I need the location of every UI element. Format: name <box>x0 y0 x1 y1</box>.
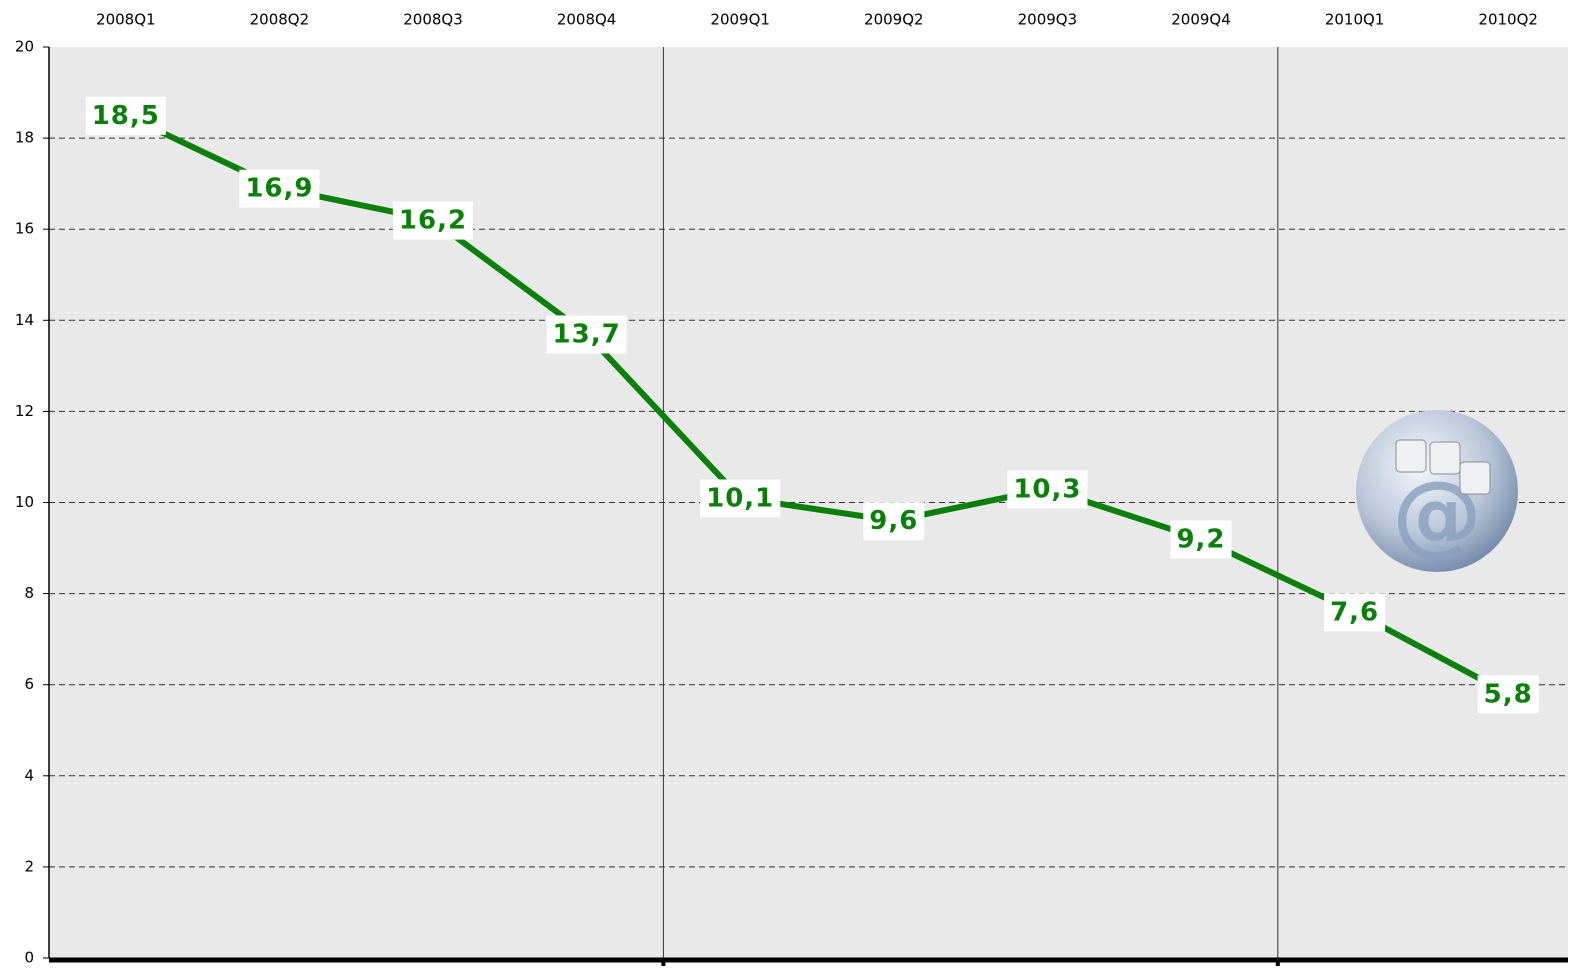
x-tick-label: 2009Q1 <box>710 11 770 29</box>
x-tick-label: 2008Q3 <box>403 11 463 29</box>
data-label-text: 10,1 <box>706 483 774 513</box>
y-tick-label: 2 <box>24 857 34 875</box>
x-tick-label: 2008Q4 <box>557 11 617 29</box>
data-label-text: 18,5 <box>92 101 160 131</box>
data-label-text: 7,6 <box>1330 597 1379 627</box>
data-label: 18,5 <box>86 97 166 135</box>
data-label: 16,2 <box>393 202 473 240</box>
y-tick-label: 16 <box>15 220 34 238</box>
data-label: 5,8 <box>1478 675 1539 713</box>
x-tick-label: 2009Q3 <box>1018 11 1078 29</box>
y-tick-label: 14 <box>15 311 34 329</box>
data-label: 16,9 <box>239 170 319 208</box>
data-label-text: 9,2 <box>1176 524 1225 554</box>
data-label-text: 5,8 <box>1484 679 1533 709</box>
y-tick-label: 8 <box>24 584 34 602</box>
data-label-text: 9,6 <box>869 506 918 536</box>
data-label: 10,3 <box>1007 470 1087 508</box>
data-label: 13,7 <box>547 315 627 353</box>
y-tick-label: 6 <box>24 675 34 693</box>
data-label: 9,6 <box>863 502 924 540</box>
data-label: 7,6 <box>1324 593 1385 631</box>
y-tick-label: 10 <box>15 493 34 511</box>
x-tick-label: 2009Q2 <box>864 11 924 29</box>
x-tick-label: 2008Q1 <box>96 11 156 29</box>
data-label-text: 16,9 <box>245 174 313 204</box>
y-tick-label: 0 <box>24 949 34 967</box>
data-label-text: 10,3 <box>1013 474 1081 504</box>
data-label: 10,1 <box>700 479 780 517</box>
x-tick-label: 2009Q4 <box>1171 11 1231 29</box>
y-tick-label: 18 <box>15 129 34 147</box>
x-tick-label: 2010Q1 <box>1325 11 1385 29</box>
data-label: 9,2 <box>1170 520 1231 558</box>
x-tick-label: 2008Q2 <box>250 11 310 29</box>
y-tick-label: 20 <box>15 38 34 56</box>
chart: 0 2 4 6 8 10 12 14 16 18 20 2008Q1 2008Q2 2008Q3 2008Q… <box>0 0 1592 980</box>
data-label-text: 16,2 <box>399 206 467 236</box>
y-tick-label: 12 <box>15 402 34 420</box>
x-tick-label: 2010Q2 <box>1478 11 1538 29</box>
data-label-text: 13,7 <box>553 319 621 349</box>
y-tick-label: 4 <box>24 766 34 784</box>
web-icon: @ <box>1356 410 1518 572</box>
